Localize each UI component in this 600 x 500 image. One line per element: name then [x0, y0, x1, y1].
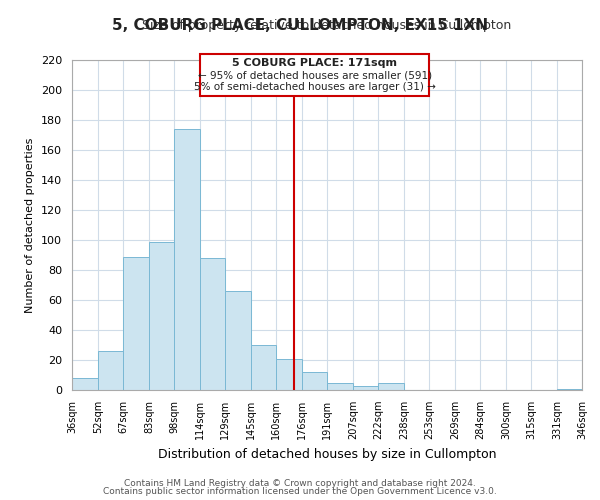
Text: Contains public sector information licensed under the Open Government Licence v3: Contains public sector information licen…	[103, 487, 497, 496]
Text: 5 COBURG PLACE: 171sqm: 5 COBURG PLACE: 171sqm	[232, 58, 397, 68]
Text: Contains HM Land Registry data © Crown copyright and database right 2024.: Contains HM Land Registry data © Crown c…	[124, 478, 476, 488]
Bar	[327, 382, 353, 390]
Title: Size of property relative to detached houses in Cullompton: Size of property relative to detached ho…	[142, 20, 512, 32]
Bar	[123, 256, 149, 390]
Bar	[276, 358, 302, 390]
Text: 5, COBURG PLACE, CULLOMPTON, EX15 1XN: 5, COBURG PLACE, CULLOMPTON, EX15 1XN	[112, 18, 488, 32]
Bar	[557, 388, 582, 390]
Bar	[353, 386, 378, 390]
X-axis label: Distribution of detached houses by size in Cullompton: Distribution of detached houses by size …	[158, 448, 496, 460]
Bar	[200, 258, 225, 390]
Bar	[302, 372, 327, 390]
Bar	[225, 291, 251, 390]
Bar	[98, 351, 123, 390]
Text: ← 95% of detached houses are smaller (591): ← 95% of detached houses are smaller (59…	[197, 70, 432, 81]
Bar	[174, 129, 200, 390]
Bar	[378, 382, 404, 390]
Bar	[72, 378, 98, 390]
Y-axis label: Number of detached properties: Number of detached properties	[25, 138, 35, 312]
Text: 5% of semi-detached houses are larger (31) →: 5% of semi-detached houses are larger (3…	[194, 82, 436, 92]
Bar	[251, 345, 276, 390]
Bar	[149, 242, 174, 390]
FancyBboxPatch shape	[200, 54, 429, 96]
